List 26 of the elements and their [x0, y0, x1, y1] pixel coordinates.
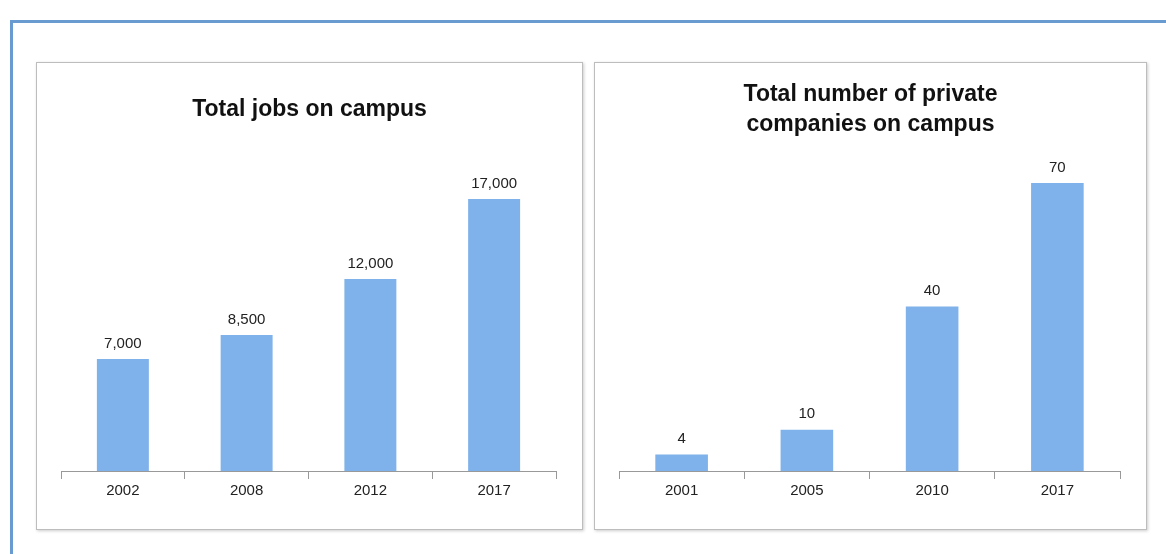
x-tick-label: 2002: [106, 481, 140, 499]
x-tick-label: 2017: [477, 481, 511, 499]
bar: [344, 279, 397, 471]
bar: [655, 454, 708, 471]
bar: [780, 429, 834, 471]
data-label: 40: [923, 281, 941, 299]
bar: [468, 199, 521, 471]
x-tick-label: 2012: [353, 481, 388, 499]
data-label: 70: [1049, 157, 1066, 175]
x-tick-label: 2005: [790, 481, 824, 499]
data-label: 10: [798, 404, 816, 422]
bar: [905, 306, 959, 471]
data-label: 8,500: [227, 309, 266, 327]
x-tick-label: 2001: [664, 481, 699, 499]
chart-title: Total jobs on campus: [191, 94, 428, 123]
bar: [96, 359, 149, 471]
chart-title: Total number of private companies on campus: [742, 79, 999, 138]
data-label: 12,000: [347, 253, 394, 271]
data-label: 4: [677, 429, 686, 447]
x-tick-label: 2010: [915, 481, 949, 499]
bar: [220, 335, 273, 471]
bar: [1031, 183, 1084, 471]
x-tick-label: 2008: [229, 481, 264, 499]
data-label: 7,000: [104, 333, 142, 351]
data-label: 17,000: [471, 173, 518, 191]
x-tick-label: 2017: [1040, 481, 1075, 499]
